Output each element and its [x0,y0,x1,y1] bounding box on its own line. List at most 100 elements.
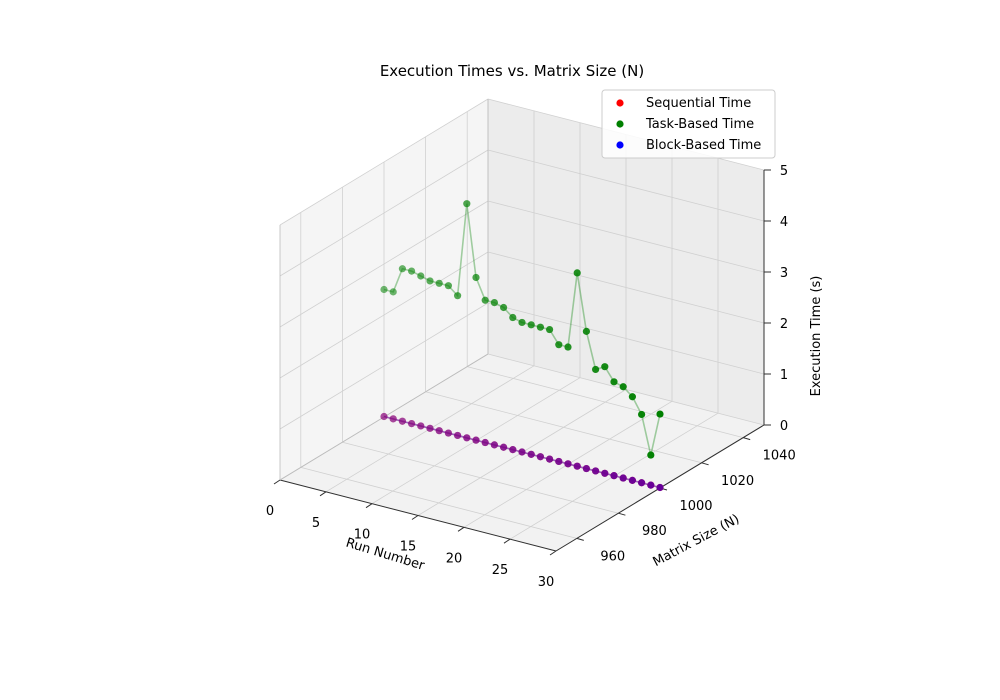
legend-marker-task [616,120,624,128]
data-point [601,469,609,477]
x-tick-label: 25 [492,563,509,578]
data-point [564,343,572,351]
data-point [536,453,545,461]
data-point [481,296,489,304]
grid-z-back [487,302,765,375]
y-tick-mark [576,537,584,541]
chart-title: Execution Times vs. Matrix Size (N) [380,62,644,80]
data-point [536,323,545,331]
z-tick-label: 3 [780,266,788,281]
legend: Sequential Time Task-Based Time Block-Ba… [601,89,776,159]
z-axis-label: Execution Time (s) [809,276,824,397]
data-point [509,313,517,322]
data-point [527,450,535,458]
data-point [389,415,397,423]
x-tick-label: 10 [354,528,371,543]
data-point [490,441,498,449]
data-point [454,431,462,440]
data-point [500,443,508,451]
data-point [444,282,452,290]
grid-z-left [279,302,489,430]
data-point [426,424,434,432]
x-tick-mark [411,515,419,520]
x-tick-mark [273,479,281,485]
data-point [638,479,646,487]
data-point [435,279,443,287]
grid-z-left [279,200,489,328]
data-point [592,365,600,374]
y-axis-label: Matrix Size (N) [651,512,743,570]
legend-frame [601,89,776,159]
data-point [398,265,406,273]
x-tick-label: 15 [400,540,417,555]
data-point [546,455,554,463]
data-point [408,419,416,428]
y-tick-mark [701,462,709,466]
legend-marker-sequential [616,99,624,107]
x-tick-mark [503,538,511,544]
x-tick-label: 30 [538,575,555,590]
data-point [656,483,664,492]
series-points [380,200,664,492]
legend-marker-block [616,141,624,149]
tick-labels: 0 5 10 15 20 25 30 960 980 1000 1020 1040 0 1 2 3 4 5 [266,164,796,590]
data-point [444,429,452,437]
grid-y-floor [342,441,619,514]
data-point [555,457,563,466]
data-point [619,383,627,391]
data-point [398,417,406,425]
data-point [536,453,545,461]
grid-z-back [487,251,765,324]
grid-y-floor [300,467,577,539]
y-tick-label: 1000 [679,499,712,514]
data-point [472,273,480,282]
data-point [628,393,637,401]
x-tick-mark [365,503,373,509]
data-point [647,481,655,489]
data-point [426,277,434,285]
data-point [435,427,443,435]
y-tick-label: 960 [600,549,625,564]
data-point [463,200,471,208]
data-point [472,436,480,444]
data-point [573,269,581,277]
data-point [582,464,591,473]
x-tick-label: 0 [266,504,274,519]
x-tick-mark [549,550,557,556]
data-point [389,288,397,296]
grid-z-back [487,353,765,426]
x-tick-label: 20 [446,551,463,566]
data-point [472,436,480,444]
y-tick-label: 1040 [763,449,796,464]
data-point [647,451,655,459]
data-point [564,460,572,468]
data-point [601,363,609,371]
y-tick-label: 1020 [721,474,754,489]
x-tick-mark [319,491,327,497]
data-point [518,448,526,456]
data-point [546,455,554,463]
data-point [490,299,498,307]
data-point [408,419,416,428]
data-point [481,438,489,447]
data-point [628,476,637,484]
grid-z-left [279,251,489,379]
grid-z-back [487,200,765,273]
grid-y-floor [467,366,744,438]
data-point [656,410,664,418]
grid-z-left [279,149,489,277]
x-tick-mark [457,526,465,532]
grid-z-left [279,98,489,226]
data-point [454,431,462,440]
z-tick-label: 4 [780,215,788,230]
z-tick-label: 5 [780,164,788,179]
data-point [490,441,498,449]
data-point [518,318,526,327]
data-point [573,462,581,470]
data-point [435,427,443,435]
data-point [610,378,618,386]
z-tick-label: 1 [780,368,788,383]
data-point [500,443,508,451]
data-point [546,325,554,334]
data-point [417,272,425,280]
